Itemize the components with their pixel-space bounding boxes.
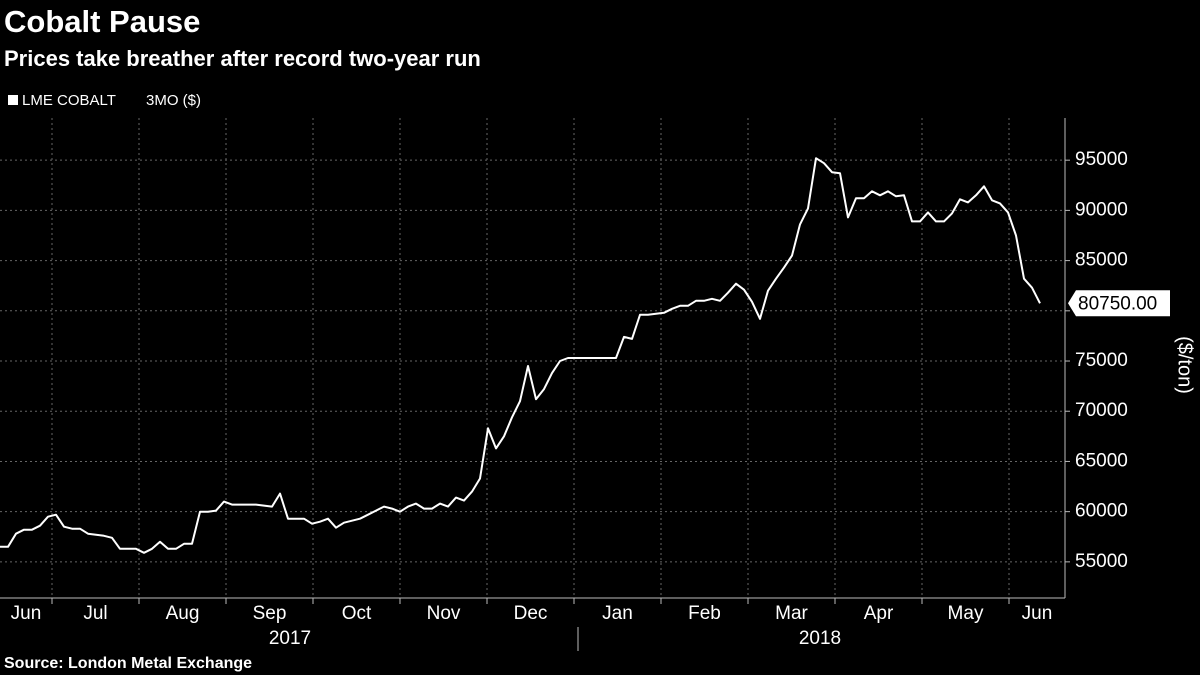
x-tick-label: Jun <box>1022 603 1053 624</box>
year-label: 2018 <box>799 628 841 649</box>
x-tick-label: Mar <box>775 603 808 624</box>
legend-label: LME COBALT <box>22 92 116 109</box>
x-tick-label: May <box>948 603 984 624</box>
x-tick-label: Jun <box>11 603 42 624</box>
price-line <box>0 157 1041 554</box>
y-axis-label: ($/ton) <box>1174 336 1196 394</box>
y-tick-label: 60000 <box>1075 501 1128 522</box>
y-tick-label: 70000 <box>1075 400 1128 421</box>
y-tick-label: 75000 <box>1075 350 1128 371</box>
x-tick-label: Aug <box>166 603 200 624</box>
y-tick-label: 55000 <box>1075 551 1128 572</box>
x-tick-label: Sep <box>253 603 287 624</box>
legend-suffix: 3MO ($) <box>146 92 201 109</box>
value-tag-label: 80750.00 <box>1078 293 1157 314</box>
x-tick-label: Jul <box>83 603 107 624</box>
year-label: 2017 <box>269 628 311 649</box>
x-tick-label: Apr <box>864 603 894 624</box>
chart-subtitle: Prices take breather after record two-ye… <box>4 46 481 71</box>
value-tag <box>1068 290 1170 317</box>
y-tick-label: 95000 <box>1075 149 1128 170</box>
legend-swatch <box>8 95 18 105</box>
x-tick-label: Feb <box>688 603 721 624</box>
x-tick-label: Dec <box>514 603 548 624</box>
y-tick-label: 65000 <box>1075 450 1128 471</box>
x-tick-label: Oct <box>342 603 372 624</box>
x-tick-label: Nov <box>427 603 461 624</box>
y-tick-label: 90000 <box>1075 199 1128 220</box>
source: Source: London Metal Exchange <box>4 655 252 672</box>
x-tick-label: Jan <box>602 603 633 624</box>
chart-title: Cobalt Pause <box>4 4 200 39</box>
y-tick-label: 85000 <box>1075 250 1128 271</box>
